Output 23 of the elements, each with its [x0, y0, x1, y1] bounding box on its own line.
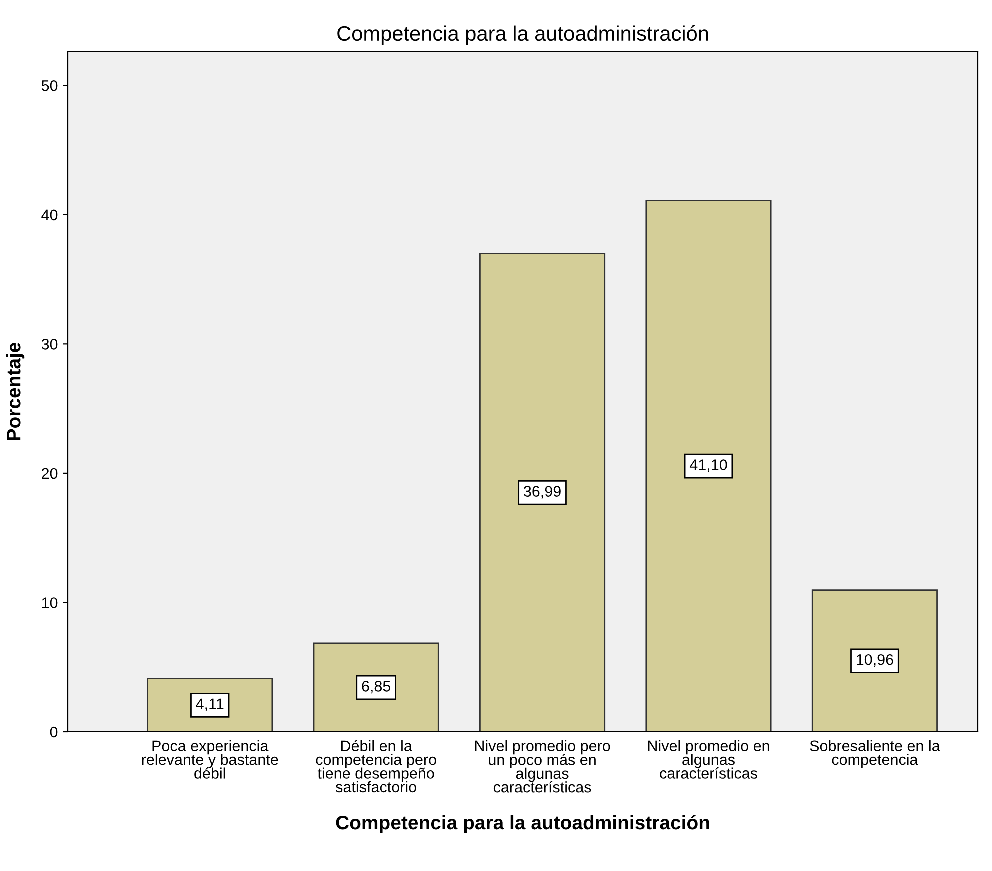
- data-label: 10,96: [857, 654, 894, 668]
- y-tick-label: 50: [42, 80, 58, 92]
- x-tick-label: Débil en la competencia pero tiene desempeño satisfactorio: [316, 740, 436, 793]
- bar: [646, 200, 772, 732]
- x-tick-label: Nivel promedio en algunas características: [648, 740, 770, 779]
- y-axis-title: Porcentaje: [6, 342, 25, 440]
- data-label: 4,11: [196, 698, 224, 712]
- y-tick-label: 20: [42, 468, 58, 480]
- bar: [812, 590, 938, 732]
- y-tick-label: 40: [42, 210, 58, 221]
- y-tick-label: 10: [42, 598, 58, 608]
- data-label: 6,85: [362, 681, 391, 694]
- x-tick-label: Nivel promedio pero un poco más en algunas características: [475, 740, 610, 793]
- y-tick-label: 30: [42, 339, 58, 350]
- bar: [480, 253, 606, 732]
- bar: [313, 642, 440, 732]
- chart-title: Competencia para la autoadministración: [338, 26, 708, 46]
- x-tick-label: Poca experiencia relevante y bastante débil: [142, 740, 278, 779]
- y-tick-label: 0: [50, 726, 58, 738]
- x-tick-label: Sobresaliente en la competencia: [810, 740, 940, 768]
- data-label: 36,99: [524, 486, 561, 499]
- data-label: 41,10: [690, 460, 728, 472]
- x-axis-title: Competencia para la autoadministración: [336, 815, 710, 834]
